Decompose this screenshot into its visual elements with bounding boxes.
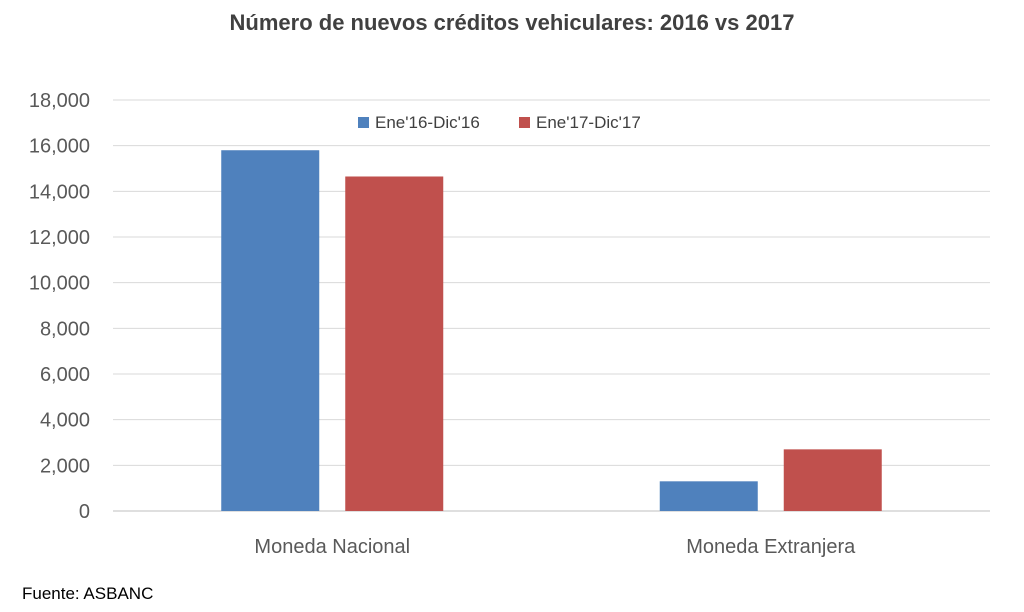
y-tick-label: 6,000: [40, 364, 90, 386]
bar-2016-moneda-extranjera: [659, 481, 758, 511]
y-tick-label: 12,000: [29, 227, 90, 249]
source-note: Fuente: ASBANC: [22, 584, 154, 603]
legend: Ene'16-Dic'16 Ene'17-Dic'17: [358, 113, 641, 132]
bar-2017-moneda-nacional: [345, 176, 444, 511]
y-tick-label: 4,000: [40, 410, 90, 432]
y-tick-label: 8,000: [40, 318, 90, 340]
y-tick-label: 0: [79, 501, 90, 523]
legend-label: Ene'16-Dic'16: [375, 113, 480, 132]
y-tick-label: 2,000: [40, 455, 90, 477]
legend-swatch: [519, 117, 530, 128]
y-tick-label: 14,000: [29, 181, 90, 203]
x-axis-categories: Moneda Nacional Moneda Extranjera: [254, 536, 856, 558]
bar-2017-moneda-extranjera: [783, 449, 882, 511]
y-tick-label: 10,000: [29, 273, 90, 295]
chart-title: Número de nuevos créditos vehiculares: 2…: [229, 10, 795, 35]
x-category-label: Moneda Nacional: [254, 536, 410, 558]
bars: [221, 150, 882, 511]
y-axis-ticks: 0 2,000 4,000 6,000 8,000 10,000 12,000 14,000 1…: [29, 90, 90, 523]
legend-label: Ene'17-Dic'17: [536, 113, 641, 132]
legend-swatch: [358, 117, 369, 128]
bar-2016-moneda-nacional: [221, 150, 320, 511]
y-tick-label: 16,000: [29, 136, 90, 158]
y-tick-label: 18,000: [29, 90, 90, 112]
x-category-label: Moneda Extranjera: [686, 536, 856, 558]
